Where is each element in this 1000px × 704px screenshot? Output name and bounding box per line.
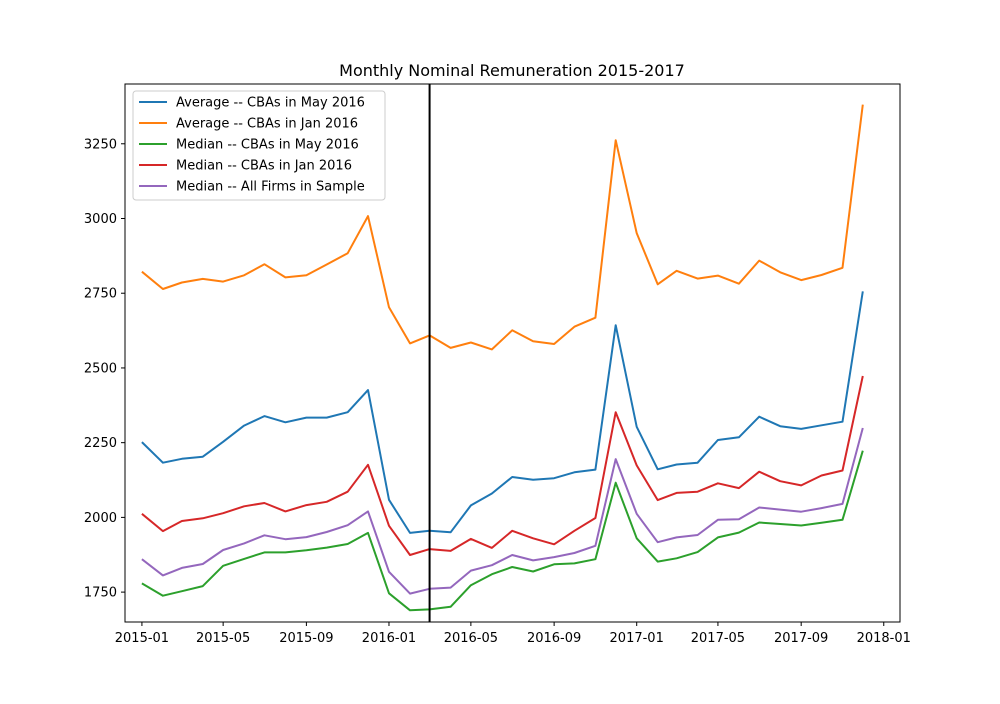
y-tick-label: 3250: [84, 137, 117, 152]
y-tick-label: 1750: [84, 586, 117, 601]
y-tick-label: 3000: [84, 212, 117, 227]
x-tick-label: 2016-01: [362, 631, 416, 646]
x-tick-label: 2017-01: [610, 631, 664, 646]
series-layer: [141, 104, 864, 612]
x-tick-label: 2015-05: [196, 631, 250, 646]
x-axis: 2015-01 2015-05 2015-09 2016-01 2016-05 2016-…: [115, 622, 911, 646]
legend-label: Median -- All Firms in Sample: [176, 180, 365, 195]
x-tick-label: 2015-01: [115, 631, 169, 646]
series-line-1: [141, 291, 864, 534]
y-axis: 1750 2000 2250 2500 2750 3000 3250: [84, 137, 125, 601]
legend-box: [132, 90, 386, 201]
y-tick-label: 2250: [84, 436, 117, 451]
x-tick-label: 2017-05: [691, 631, 745, 646]
x-tick-label: 2016-05: [444, 631, 498, 646]
y-tick-label: 2500: [84, 361, 117, 376]
x-tick-label: 2017-09: [774, 631, 828, 646]
series-line-2: [141, 104, 864, 351]
y-tick-label: 2750: [84, 287, 117, 302]
legend: Average -- CBAs in May 2016 Average -- CB…: [132, 90, 386, 201]
x-tick-label: 2015-09: [279, 631, 333, 646]
legend-label: Median -- CBAs in Jan 2016: [176, 159, 352, 174]
x-tick-label: 2018-01: [857, 631, 911, 646]
series-line-4: [141, 375, 864, 556]
x-tick-label: 2016-09: [527, 631, 581, 646]
plot-frame: [124, 83, 901, 623]
series-line-5: [141, 427, 864, 595]
series-line-3: [141, 450, 864, 612]
legend-label: Average -- CBAs in May 2016: [176, 96, 365, 111]
legend-label: Average -- CBAs in Jan 2016: [176, 117, 358, 132]
legend-label: Median -- CBAs in May 2016: [176, 138, 359, 153]
y-tick-label: 2000: [84, 511, 117, 526]
chart-title: Monthly Nominal Remuneration 2015-2017: [339, 61, 685, 80]
